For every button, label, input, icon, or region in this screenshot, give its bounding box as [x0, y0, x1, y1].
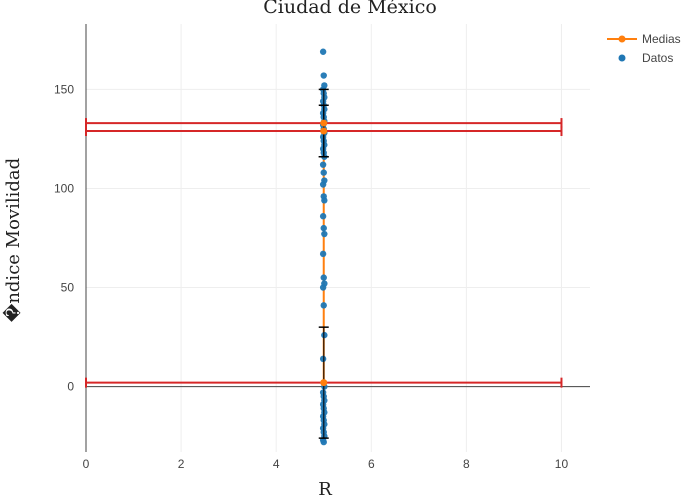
x-tick-label: 10 [555, 457, 569, 471]
datos-point [319, 250, 327, 258]
datos-point [320, 72, 327, 79]
x-axis-title: R [318, 479, 332, 500]
datos-point [319, 161, 327, 168]
y-tick-label: 150 [54, 82, 74, 96]
axes [85, 24, 590, 452]
y-tick-label: 50 [61, 281, 75, 295]
medias-points [320, 119, 328, 387]
datos-point [321, 230, 328, 238]
datos-point [320, 224, 327, 232]
y-tick-label: 0 [67, 380, 74, 394]
grid [85, 24, 590, 452]
legend[interactable]: Medias Datos [607, 32, 681, 65]
medias-point [320, 119, 328, 127]
legend-medias-label: Medias [642, 32, 681, 46]
medias-point [320, 127, 328, 135]
datos-point [319, 284, 327, 291]
x-tick-label: 4 [273, 457, 280, 471]
datos-point [320, 169, 327, 176]
datos-point [321, 197, 328, 204]
x-tick-label: 0 [83, 457, 90, 471]
x-tick-label: 2 [178, 457, 185, 471]
x-tick-label: 6 [368, 457, 375, 471]
datos-point [320, 302, 327, 309]
datos-point [320, 274, 327, 281]
x-tick-label: 8 [463, 457, 470, 471]
chart-title: Ciudad de México [263, 0, 437, 18]
datos-point [319, 181, 327, 188]
y-axis-title: �ndice Movilidad [2, 158, 24, 322]
legend-datos-label: Datos [642, 51, 673, 65]
legend-datos-marker [618, 54, 626, 62]
datos-point [320, 438, 327, 446]
datos-point [319, 48, 327, 55]
datos-point [319, 213, 327, 220]
y-tick-label: 100 [54, 181, 74, 195]
medias-point [320, 379, 328, 387]
legend-medias-marker [618, 35, 626, 43]
